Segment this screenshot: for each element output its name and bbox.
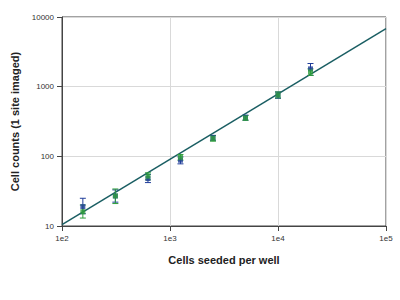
svg-text:10000: 10000 (32, 13, 55, 22)
svg-text:1e2: 1e2 (55, 234, 69, 243)
svg-text:1e5: 1e5 (379, 234, 393, 243)
svg-text:10: 10 (45, 222, 54, 231)
svg-text:Cell counts (1 site imaged): Cell counts (1 site imaged) (9, 51, 21, 191)
svg-text:Cells seeded per well: Cells seeded per well (168, 254, 279, 266)
svg-text:100: 100 (41, 152, 55, 161)
svg-text:1e4: 1e4 (271, 234, 285, 243)
svg-text:1000: 1000 (36, 82, 54, 91)
svg-text:1e3: 1e3 (163, 234, 177, 243)
